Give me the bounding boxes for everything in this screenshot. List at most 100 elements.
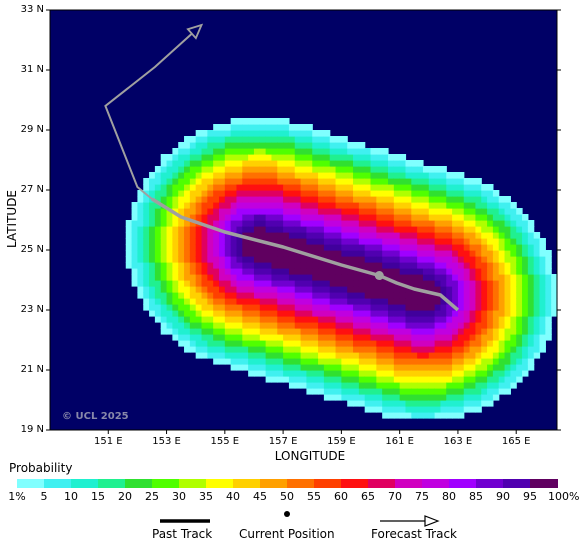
probability-cell [539, 268, 546, 275]
probability-cell [393, 160, 401, 167]
probability-cell [428, 400, 436, 407]
probability-cell [522, 358, 529, 365]
probability-cell [166, 262, 173, 269]
probability-cell [504, 226, 511, 233]
probability-cell [422, 250, 430, 257]
probability-cell [469, 208, 477, 215]
probability-cell [131, 280, 139, 287]
probability-cell [457, 298, 465, 305]
probability-cell [452, 178, 459, 185]
probability-cell [294, 202, 302, 209]
probability-cell [388, 352, 395, 359]
probability-cell [405, 280, 412, 287]
probability-cell [370, 328, 377, 335]
probability-cell [498, 274, 506, 281]
probability-cell [288, 358, 296, 365]
probability-cell [248, 184, 255, 191]
probability-cell [434, 340, 442, 347]
probability-cell [516, 370, 523, 377]
probability-cell [347, 142, 354, 149]
probability-cell [143, 202, 150, 209]
probability-cell [154, 208, 162, 215]
probability-cell [388, 334, 395, 341]
probability-cell [498, 352, 506, 359]
probability-cell [452, 292, 459, 299]
probability-cell [405, 352, 412, 359]
probability-cell [253, 292, 261, 299]
probability-cell [545, 250, 552, 257]
probability-cell [364, 394, 372, 401]
probability-cell [475, 298, 482, 305]
probability-cell [481, 208, 488, 215]
probability-cell [341, 202, 348, 209]
probability-cell [492, 268, 500, 275]
probability-cell [428, 298, 436, 305]
probability-cell [405, 166, 412, 173]
probability-cell [149, 298, 156, 305]
probability-cell [469, 346, 477, 353]
probability-cell [288, 154, 296, 161]
probability-cell [353, 142, 360, 149]
probability-cell [353, 376, 360, 383]
probability-cell [498, 268, 506, 275]
probability-cell [248, 280, 255, 287]
probability-cell [498, 208, 506, 215]
probability-key-label: 75 [415, 490, 429, 503]
probability-cell [213, 124, 220, 131]
probability-cell [487, 214, 494, 221]
probability-cell [422, 298, 430, 305]
probability-cell [405, 250, 412, 257]
probability-cell [370, 286, 377, 293]
probability-cell [213, 166, 220, 173]
probability-key-swatch [260, 479, 288, 488]
probability-cell [405, 274, 412, 281]
probability-cell [382, 178, 389, 185]
probability-cell [294, 316, 302, 323]
probability-cell [492, 358, 500, 365]
probability-cell [527, 286, 535, 293]
probability-cell [399, 154, 407, 161]
probability-cell [306, 196, 313, 203]
probability-cell [335, 208, 342, 215]
probability-cell [137, 208, 144, 215]
probability-cell [457, 400, 465, 407]
probability-cell [253, 118, 261, 125]
probability-cell [283, 250, 290, 257]
probability-cell [312, 220, 319, 227]
probability-cell [172, 238, 179, 245]
probability-cell [353, 214, 360, 221]
probability-cell [137, 274, 144, 281]
probability-cell [207, 196, 214, 203]
probability-cell [236, 166, 243, 173]
probability-cell [271, 190, 278, 197]
probability-cell [323, 232, 331, 239]
probability-cell [236, 304, 243, 311]
probability-cell [207, 274, 214, 281]
probability-cell [545, 274, 552, 281]
probability-cell [335, 142, 342, 149]
probability-cell [306, 358, 313, 365]
probability-cell [510, 256, 517, 263]
probability-cell [510, 358, 517, 365]
probability-cell [388, 226, 395, 233]
probability-cell [242, 190, 249, 197]
probability-cell [405, 382, 412, 389]
probability-cell [300, 328, 308, 335]
probability-cell [288, 226, 296, 233]
probability-cell [376, 382, 383, 389]
probability-cell [446, 346, 453, 353]
probability-cell [422, 358, 430, 365]
probability-cell [259, 268, 267, 275]
probability-cell [265, 202, 273, 209]
probability-cell [393, 376, 401, 383]
probability-cell [481, 202, 488, 209]
probability-cell [277, 184, 284, 191]
probability-cell [236, 244, 243, 251]
probability-cell [434, 220, 442, 227]
probability-cell [487, 340, 494, 347]
probability-cell [504, 322, 511, 329]
probability-cell [516, 346, 523, 353]
probability-cell [131, 208, 139, 215]
probability-cell [498, 286, 506, 293]
probability-cell [201, 286, 208, 293]
